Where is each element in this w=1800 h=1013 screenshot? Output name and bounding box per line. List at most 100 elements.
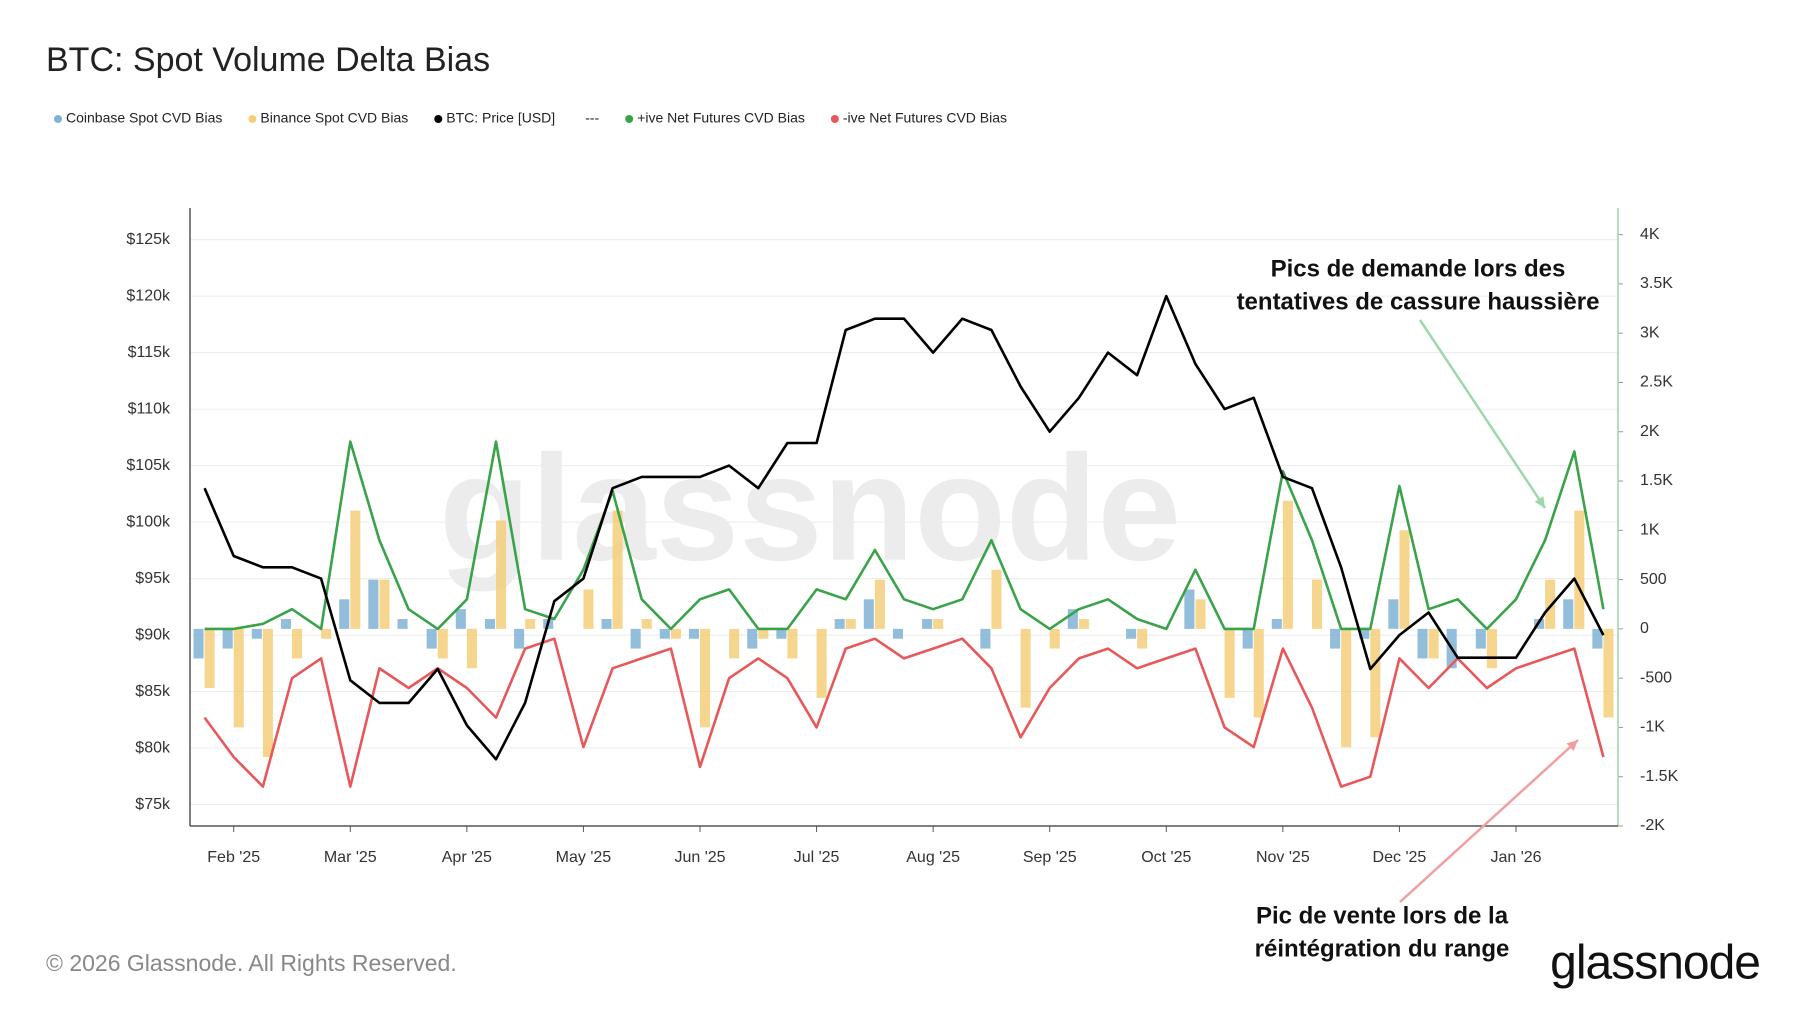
annotation-arrow: [1418, 319, 1547, 509]
chart-title: BTC: Spot Volume Delta Bias: [46, 41, 490, 79]
legend-swatch: [830, 115, 839, 123]
bar: [670, 628, 681, 639]
bar: [787, 628, 798, 659]
y-tick-label: $115k: [128, 344, 171, 361]
bar: [1388, 599, 1399, 629]
bar: [1242, 628, 1253, 649]
bar: [426, 628, 437, 649]
annotation-arrow: [1399, 739, 1579, 903]
bar: [834, 619, 845, 629]
logo: glassnode: [1550, 937, 1760, 990]
y2-tick-label: 1K: [1640, 522, 1660, 539]
bar: [1067, 609, 1078, 629]
y2-tick-label: -500: [1640, 669, 1672, 686]
bar: [437, 628, 448, 659]
bar: [1253, 628, 1264, 718]
y-tick-label: $100k: [126, 513, 171, 530]
bar: [892, 628, 903, 639]
x-tick-label: Nov '25: [1256, 849, 1310, 866]
bar: [991, 569, 1002, 629]
annotation: Pics de demande lors des: [1271, 255, 1566, 282]
bar: [1486, 628, 1497, 669]
bar: [980, 628, 991, 649]
line-series: [203, 294, 1605, 761]
y-tick-label: $85k: [135, 683, 171, 700]
bar: [514, 628, 525, 649]
bar: [1592, 628, 1603, 649]
y2-tick-label: -1.5K: [1640, 768, 1679, 785]
bar: [659, 628, 670, 639]
bar: [1137, 628, 1148, 649]
x-tick-label: May '25: [556, 849, 612, 866]
bar: [222, 628, 233, 649]
bar: [339, 599, 350, 629]
bar: [874, 579, 885, 629]
bar: [455, 609, 466, 629]
x-tick-label: Apr '25: [442, 849, 492, 866]
bar: [1475, 628, 1486, 649]
y2-tick-label: 1.5K: [1640, 472, 1673, 489]
legend-label: ---: [585, 110, 599, 126]
bar: [729, 628, 740, 659]
bar: [1563, 599, 1574, 629]
y-tick-label: $95k: [135, 570, 171, 587]
bar: [484, 619, 495, 629]
bar: [863, 599, 874, 629]
bar: [292, 628, 303, 659]
legend-label: +ive Net Futures CVD Bias: [637, 110, 805, 126]
bar: [525, 619, 536, 629]
bar: [280, 619, 291, 629]
y2-tick-label: 2K: [1640, 423, 1660, 440]
legend-label: BTC: Price [USD]: [446, 110, 555, 126]
bar: [233, 628, 244, 728]
bar: [776, 628, 787, 639]
bar: [350, 510, 361, 629]
bar: [1574, 510, 1585, 629]
legend-swatch: [625, 115, 634, 123]
annotation: réintégration du range: [1255, 935, 1510, 962]
bar: [1020, 628, 1031, 708]
bar: [1603, 628, 1614, 718]
bar: [700, 628, 711, 728]
x-tick-label: Feb '25: [207, 849, 260, 866]
x-tick-label: Dec '25: [1373, 849, 1427, 866]
bar: [321, 628, 332, 639]
bar: [251, 628, 262, 639]
bar: [1126, 628, 1137, 639]
bar: [1428, 628, 1439, 659]
y-tick-label: $80k: [135, 739, 171, 756]
legend-label: Binance Spot CVD Bias: [260, 110, 408, 126]
y2-tick-label: 0: [1640, 620, 1649, 637]
bar: [601, 619, 612, 629]
bar: [262, 628, 273, 758]
y-tick-label: $105k: [126, 457, 171, 474]
y2-tick-label: 500: [1640, 571, 1667, 588]
bar: [368, 579, 379, 629]
y2-tick-label: 4K: [1640, 226, 1660, 243]
x-tick-label: Oct '25: [1141, 849, 1191, 866]
bar: [1195, 599, 1206, 629]
legend-swatch: [54, 115, 62, 123]
bar: [397, 619, 408, 629]
legend-swatch: [434, 115, 443, 123]
bar: [1312, 579, 1323, 629]
annotation: tentatives de cassure haussière: [1237, 288, 1600, 315]
bar: [1417, 628, 1428, 659]
y-tick-label: $90k: [135, 626, 171, 643]
arrow-head: [1534, 496, 1545, 508]
bar: [688, 628, 699, 639]
line-series: [203, 637, 1605, 788]
bar: [1370, 628, 1381, 738]
legend-label: Coinbase Spot CVD Bias: [66, 110, 222, 126]
x-tick-label: Sep '25: [1023, 849, 1077, 866]
bar: [630, 628, 641, 649]
line-series: [204, 440, 1605, 631]
x-tick-label: Jul '25: [794, 849, 840, 866]
y2-tick-label: 2.5K: [1640, 374, 1673, 391]
bar: [1224, 628, 1235, 698]
y-tick-label: $75k: [135, 796, 171, 813]
bar: [747, 628, 758, 649]
bar: [1271, 619, 1282, 629]
bar: [1049, 628, 1060, 649]
